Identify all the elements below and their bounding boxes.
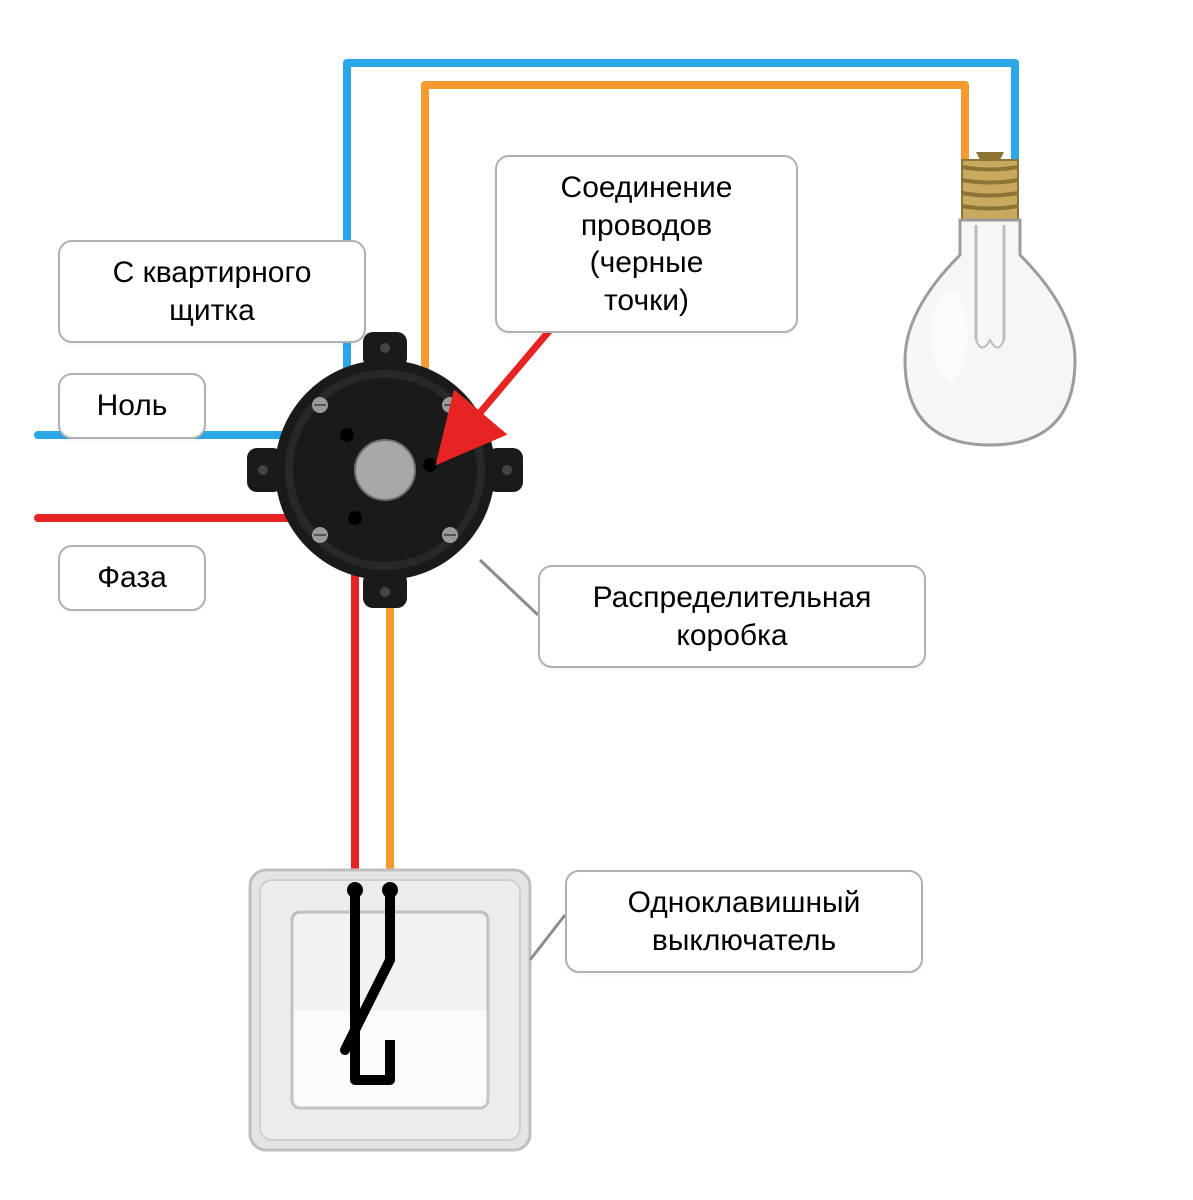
- label-phase: Фаза: [58, 545, 206, 611]
- label-junction: Распределительная коробка: [538, 565, 926, 668]
- connection-point-icon: [348, 511, 362, 525]
- light-switch-icon: [250, 870, 530, 1150]
- label-panel: С квартирного щитка: [58, 240, 366, 343]
- pointer-line: [480, 560, 538, 615]
- lightbulb-icon: [905, 152, 1075, 445]
- junction-box-icon: [247, 332, 523, 608]
- label-switch: Одноклавишный выключатель: [565, 870, 923, 973]
- label-neutral: Ноль: [58, 373, 206, 439]
- connection-point-icon: [423, 458, 437, 472]
- pointer-arrow-icon: [440, 330, 550, 460]
- label-connection: Соединение проводов (черные точки): [495, 155, 798, 333]
- connection-point-icon: [340, 428, 354, 442]
- pointer-line: [530, 915, 565, 960]
- switch-symbol-icon: [345, 882, 398, 1080]
